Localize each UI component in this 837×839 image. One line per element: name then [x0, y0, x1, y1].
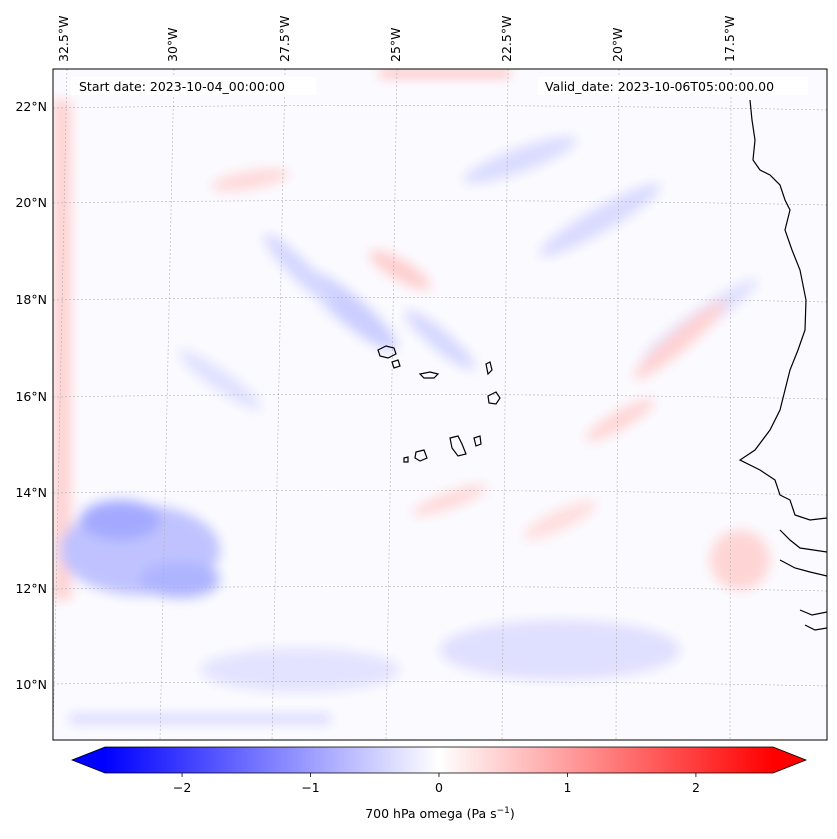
- colorbar-extend-low: [72, 747, 105, 773]
- lon-tick-label: 25°W: [388, 27, 403, 62]
- cape-verde-sao-nicolau: [418, 371, 440, 379]
- colorbar-tick-label: −1: [301, 780, 319, 795]
- colorbar-tick-label: 2: [692, 780, 700, 795]
- lat-tick-labels: 22°N 20°N 18°N 16°N 14°N 12°N 10°N: [15, 99, 47, 692]
- senegal-coast-detail: [779, 529, 827, 631]
- lat-tick-label: 10°N: [15, 677, 47, 692]
- cape-verde-fogo: [414, 449, 428, 462]
- colorbar-title: 700 hPa omega (Pa s−1): [365, 806, 515, 821]
- start-date-box: [71, 77, 316, 95]
- map-background: [53, 69, 827, 740]
- lon-tick-label: 32.5°W: [56, 16, 71, 62]
- colorbar-body: [105, 747, 773, 773]
- start-date-label: Start date: 2023-10-04_00:00:00: [79, 79, 285, 94]
- lon-tick-label: 27.5°W: [277, 16, 292, 62]
- colorbar-tick-label: −2: [173, 780, 191, 795]
- cape-verde-sal: [485, 361, 493, 376]
- lon-tick-label: 17.5°W: [722, 16, 737, 62]
- colorbar: −2 −1 0 1 2 700 hPa omega (Pa s−1): [70, 746, 808, 821]
- map-frame: [52, 68, 828, 741]
- lon-tick-label: 20°W: [610, 27, 625, 62]
- colorbar-tick-label: 1: [563, 780, 571, 795]
- colorbar-outline: [70, 746, 808, 774]
- colorbar-extend-high: [773, 747, 806, 773]
- lat-tick-label: 22°N: [15, 99, 47, 114]
- cape-verde-boa-vista: [487, 391, 501, 405]
- colorbar-tick-label: 0: [435, 780, 443, 795]
- map-panel: Start date: 2023-10-04_00:00:00 Valid_da…: [52, 68, 828, 741]
- cape-verde-santiago: [449, 435, 467, 457]
- lat-tick-label: 18°N: [15, 292, 47, 307]
- coastlines: [377, 99, 827, 631]
- lon-tick-label: 22.5°W: [499, 16, 514, 62]
- cape-verde-santo-antao: [377, 345, 397, 359]
- lon-tick-label: 30°W: [165, 27, 180, 62]
- africa-coastline: [738, 99, 827, 521]
- omega-field: [53, 69, 770, 723]
- cape-verde-sao-vicente: [391, 359, 401, 369]
- cape-verde-brava: [403, 456, 409, 463]
- lat-tick-label: 12°N: [15, 581, 47, 596]
- valid-date-label: Valid_date: 2023-10-06T05:00:00.00: [545, 79, 774, 94]
- lat-tick-label: 14°N: [15, 485, 47, 500]
- lat-tick-label: 16°N: [15, 389, 47, 404]
- colorbar-ticks: −2 −1 0 1 2: [173, 773, 700, 795]
- cape-verde-maio: [473, 435, 482, 447]
- valid-date-box: [538, 77, 808, 95]
- lon-tick-labels: 32.5°W 30°W 27.5°W 25°W 22.5°W 20°W 17.5…: [56, 16, 737, 62]
- lat-tick-label: 20°N: [15, 195, 47, 210]
